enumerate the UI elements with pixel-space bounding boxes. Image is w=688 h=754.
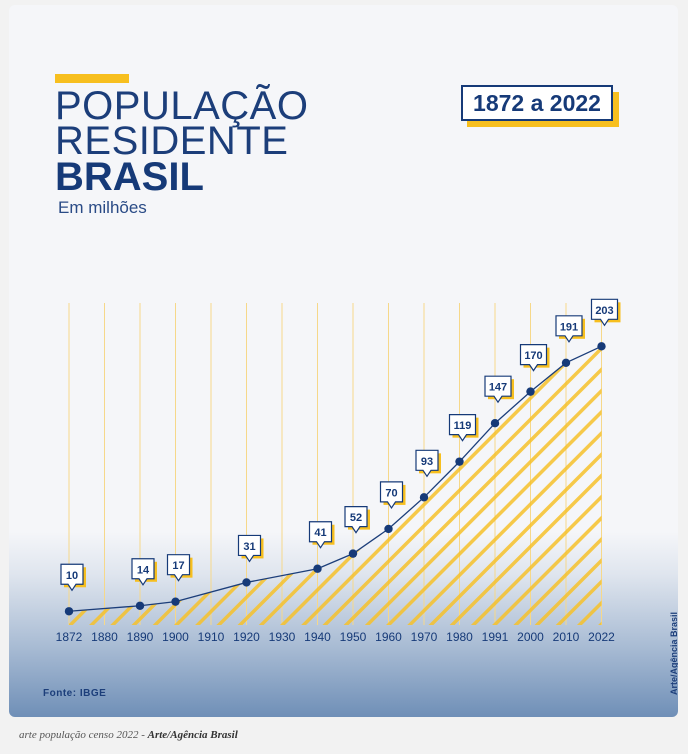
population-line-chart: 10 14 17 31 41 52 70 93 119 147 170 191 203 1872 1880… bbox=[56, 298, 621, 644]
point-marker bbox=[171, 597, 180, 606]
point-marker bbox=[64, 607, 74, 616]
data-label: 17 bbox=[172, 560, 184, 572]
x-tick-label: 1980 bbox=[446, 630, 473, 644]
x-tick-label: 2000 bbox=[517, 630, 544, 644]
x-axis-ticks: 1872 1880 1890 1900 1910 1920 1930 1940 1950 1960… bbox=[56, 630, 616, 644]
x-tick-label: 1900 bbox=[162, 630, 189, 644]
data-point-1960: 70 bbox=[379, 481, 406, 534]
data-label: 14 bbox=[137, 564, 150, 576]
data-point-1980: 119 bbox=[448, 414, 479, 466]
x-tick-label: 1950 bbox=[340, 630, 367, 644]
data-label: 31 bbox=[243, 541, 255, 553]
label-bubble bbox=[448, 414, 477, 442]
point-marker bbox=[561, 358, 571, 368]
accent-bar bbox=[55, 74, 129, 83]
label-bubble bbox=[519, 344, 548, 372]
point-marker bbox=[348, 549, 358, 558]
point-marker bbox=[455, 457, 464, 466]
caption-author: Arte/Agência Brasil bbox=[147, 729, 238, 741]
data-label: 52 bbox=[350, 512, 362, 524]
point-marker bbox=[384, 524, 393, 534]
label-bubble bbox=[415, 449, 439, 478]
data-label: 170 bbox=[524, 350, 542, 362]
point-marker bbox=[597, 342, 606, 351]
title-line-2: RESIDENTE bbox=[55, 119, 289, 163]
label-bubble bbox=[484, 375, 512, 404]
label-bubble bbox=[344, 506, 368, 534]
x-tick-label: 1970 bbox=[411, 630, 438, 644]
data-point-1991: 147 bbox=[484, 375, 514, 428]
data-label: 70 bbox=[385, 487, 397, 499]
data-label: 93 bbox=[421, 456, 433, 468]
data-label: 119 bbox=[454, 420, 472, 432]
point-marker bbox=[490, 419, 500, 428]
hatched-area bbox=[69, 346, 602, 625]
label-bubble bbox=[555, 315, 583, 343]
data-point-2000: 170 bbox=[519, 344, 550, 396]
data-label: 10 bbox=[66, 570, 78, 582]
art-credit: Arte/Agência Brasil bbox=[669, 611, 678, 695]
label-bubble bbox=[237, 534, 262, 563]
x-tick-label: 1930 bbox=[269, 630, 296, 644]
data-label: 147 bbox=[489, 382, 507, 394]
period-badge: 1872 a 2022 bbox=[461, 85, 613, 121]
label-bubble bbox=[379, 481, 404, 509]
data-label: 191 bbox=[560, 321, 578, 333]
label-bubble bbox=[308, 521, 333, 549]
data-label: 41 bbox=[314, 527, 326, 539]
subtitle: Em milhões bbox=[58, 198, 147, 217]
data-point-1940: 41 bbox=[308, 521, 335, 573]
x-tick-label: 1920 bbox=[233, 630, 260, 644]
image-caption: arte população censo 2022 - Arte/Agência… bbox=[19, 729, 238, 741]
point-marker bbox=[242, 578, 251, 587]
data-point-2010: 191 bbox=[555, 315, 585, 368]
x-tick-label: 1960 bbox=[375, 630, 402, 644]
data-label: 203 bbox=[595, 305, 613, 317]
label-bubble bbox=[131, 558, 155, 586]
data-point-1900: 17 bbox=[166, 554, 193, 606]
data-point-1890: 14 bbox=[131, 558, 157, 610]
data-point-1872: 10 bbox=[60, 563, 86, 616]
label-bubble bbox=[60, 563, 84, 592]
x-tick-label: 1880 bbox=[91, 630, 118, 644]
caption-text: arte população censo 2022 - bbox=[19, 729, 148, 741]
x-tick-label: 1910 bbox=[198, 630, 225, 644]
data-point-1950: 52 bbox=[344, 506, 370, 558]
point-marker bbox=[135, 601, 145, 610]
x-tick-label: 1872 bbox=[56, 630, 83, 644]
label-bubble bbox=[166, 554, 191, 582]
infographic-card: POPULAÇÃO RESIDENTE BRASIL Em milhões 18… bbox=[9, 5, 678, 717]
x-tick-label: 1890 bbox=[127, 630, 154, 644]
point-marker bbox=[526, 387, 535, 396]
point-marker bbox=[313, 564, 322, 573]
data-point-1920: 31 bbox=[237, 534, 264, 587]
point-marker bbox=[419, 493, 429, 502]
data-point-2022: 203 bbox=[590, 298, 621, 351]
data-points: 10 14 17 31 41 52 70 93 119 147 170 191 203 bbox=[60, 298, 621, 616]
x-tick-label: 2010 bbox=[553, 630, 580, 644]
label-bubble bbox=[590, 298, 619, 327]
source-note: Fonte: IBGE bbox=[43, 688, 107, 699]
title-line-3: BRASIL bbox=[55, 155, 204, 199]
title-line-1: POPULAÇÃO bbox=[55, 84, 309, 128]
x-tick-label: 1991 bbox=[482, 630, 509, 644]
data-point-1970: 93 bbox=[415, 449, 441, 502]
x-tick-label: 2022 bbox=[588, 630, 615, 644]
x-tick-label: 1940 bbox=[304, 630, 331, 644]
